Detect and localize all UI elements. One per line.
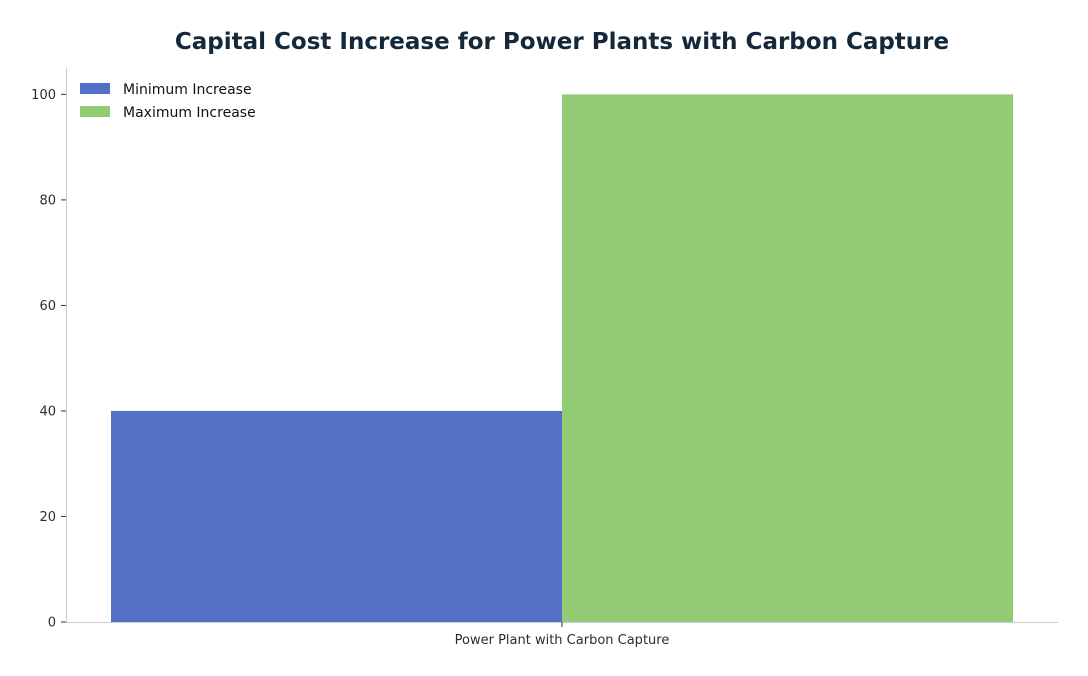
y-ticks: 0 20 40 60 80 100 [31,88,66,631]
y-tick-label: 40 [39,404,56,419]
x-tick-label: Power Plant with Carbon Capture [455,633,670,648]
y-tick-label: 20 [39,510,56,525]
bar-maximum-increase [562,94,1013,622]
y-tick-label: 60 [39,299,56,314]
legend: Minimum Increase Maximum Increase [80,82,256,121]
legend-swatch [80,106,110,117]
bars-layer [111,94,1013,622]
y-tick-label: 0 [48,616,56,631]
y-tick-label: 100 [31,88,56,103]
x-ticks: Power Plant with Carbon Capture [455,622,670,648]
legend-label: Minimum Increase [123,82,252,98]
legend-label: Maximum Increase [123,105,256,121]
legend-swatch [80,83,110,94]
bar-minimum-increase [111,410,562,622]
chart-title: Capital Cost Increase for Power Plants w… [175,29,949,55]
y-tick-label: 80 [39,193,56,208]
